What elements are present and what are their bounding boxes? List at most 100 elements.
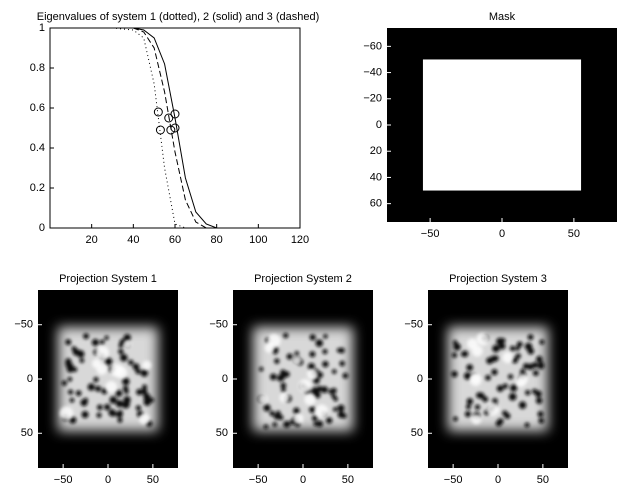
y-tick-label: −60	[363, 40, 382, 52]
projection-dot	[342, 372, 349, 379]
projection-dot	[466, 398, 474, 405]
projection-dot	[315, 339, 324, 347]
projection-dot	[115, 399, 124, 408]
projection-dot	[492, 398, 498, 404]
chart-title: Projection System 3	[449, 273, 547, 285]
projection-dot	[331, 369, 337, 374]
projection-dot	[280, 382, 287, 389]
projection-image	[58, 327, 158, 431]
projection-highlight	[258, 394, 268, 404]
projection-dot	[463, 372, 472, 380]
projection-dot	[485, 374, 491, 381]
projection-dot	[509, 384, 518, 392]
y-tick-label: −40	[363, 66, 382, 78]
y-tick-label: 0	[417, 373, 423, 385]
x-tick-label: 20	[86, 234, 98, 246]
y-tick-label: 0	[39, 222, 45, 234]
projection-highlight	[298, 379, 312, 393]
projection-dot	[118, 348, 124, 355]
projection-dot	[96, 412, 102, 418]
projection-dot	[76, 350, 85, 358]
projection-dot	[79, 358, 85, 363]
projection-highlight	[304, 394, 316, 406]
projection-dot	[316, 420, 324, 428]
projection-dot	[325, 417, 333, 424]
projection-dot	[294, 351, 300, 356]
projection-dot	[65, 339, 72, 346]
y-tick-label: 0.8	[30, 62, 45, 74]
x-tick-label: 0	[495, 474, 501, 486]
projection-dot	[466, 364, 474, 371]
projection-dot	[451, 370, 458, 378]
projection-dot	[316, 371, 324, 379]
y-tick-label: −20	[363, 93, 382, 105]
projection-dot	[535, 397, 543, 404]
chart-title: Projection System 2	[254, 273, 352, 285]
chart-title: Eigenvalues of system 1 (dotted), 2 (sol…	[37, 11, 319, 23]
projection-dot	[80, 399, 88, 407]
projection-dot	[99, 339, 105, 345]
projection-dot	[465, 404, 471, 410]
y-tick-label: 0	[376, 119, 382, 131]
projection-highlight	[138, 413, 150, 425]
projection-image	[448, 327, 548, 431]
projection-highlight	[91, 359, 102, 369]
mask-square	[422, 59, 582, 191]
projection-dot	[263, 404, 271, 412]
projection-dot	[527, 347, 535, 355]
projection-dot	[518, 401, 527, 409]
marker	[170, 123, 180, 133]
projection-dot	[75, 390, 82, 397]
projection-dot	[259, 366, 264, 372]
projection-dot	[123, 400, 130, 408]
projection-dots	[61, 333, 155, 427]
projection-dot	[509, 345, 516, 352]
projection-dot	[498, 342, 506, 350]
projection-dot	[492, 355, 499, 362]
y-tick-label: 50	[21, 427, 33, 439]
projection-dot	[320, 386, 328, 394]
projection-highlight	[123, 340, 132, 349]
projection-dot	[309, 334, 316, 341]
y-tick-label: 40	[370, 171, 382, 183]
projection-dot	[122, 385, 129, 392]
projection-dot	[293, 407, 300, 415]
x-tick-label: 0	[300, 474, 306, 486]
projection-dot	[277, 414, 284, 421]
projection-dot	[311, 415, 318, 422]
chart-title: Mask	[489, 11, 516, 23]
projection-dot	[515, 346, 520, 351]
projection-dot	[333, 396, 338, 402]
x-tick-label: 50	[568, 228, 580, 240]
projection-dot	[516, 341, 523, 348]
projection-dot	[482, 396, 489, 403]
projection-dot	[337, 404, 345, 412]
projection-dot	[332, 407, 338, 412]
projection-highlight	[105, 381, 118, 393]
x-tick-label: 50	[147, 474, 159, 486]
y-tick-label: 60	[370, 198, 382, 210]
projection-dot	[492, 344, 500, 353]
projection-highlight	[517, 373, 529, 385]
projection-dot	[283, 332, 289, 339]
projection-dot	[309, 406, 316, 413]
projection-dot	[143, 398, 151, 406]
projection-highlight	[293, 413, 304, 424]
projection-dot	[83, 333, 89, 340]
projection-highlight	[279, 392, 290, 403]
x-tick-label: −50	[249, 474, 268, 486]
projection-highlight	[471, 414, 482, 425]
projection-dot	[71, 346, 77, 352]
projection-dot	[496, 385, 504, 392]
x-tick-label: 0	[105, 474, 111, 486]
marker	[155, 125, 165, 135]
y-tick-label: −50	[14, 319, 33, 331]
chart-title: Projection System 1	[59, 273, 157, 285]
projection-dot	[524, 422, 530, 428]
projection-dot	[464, 411, 472, 418]
projection-dot	[69, 397, 75, 403]
projection-dot	[515, 353, 521, 359]
projection-dot	[535, 390, 542, 398]
projection-dot	[65, 361, 71, 368]
